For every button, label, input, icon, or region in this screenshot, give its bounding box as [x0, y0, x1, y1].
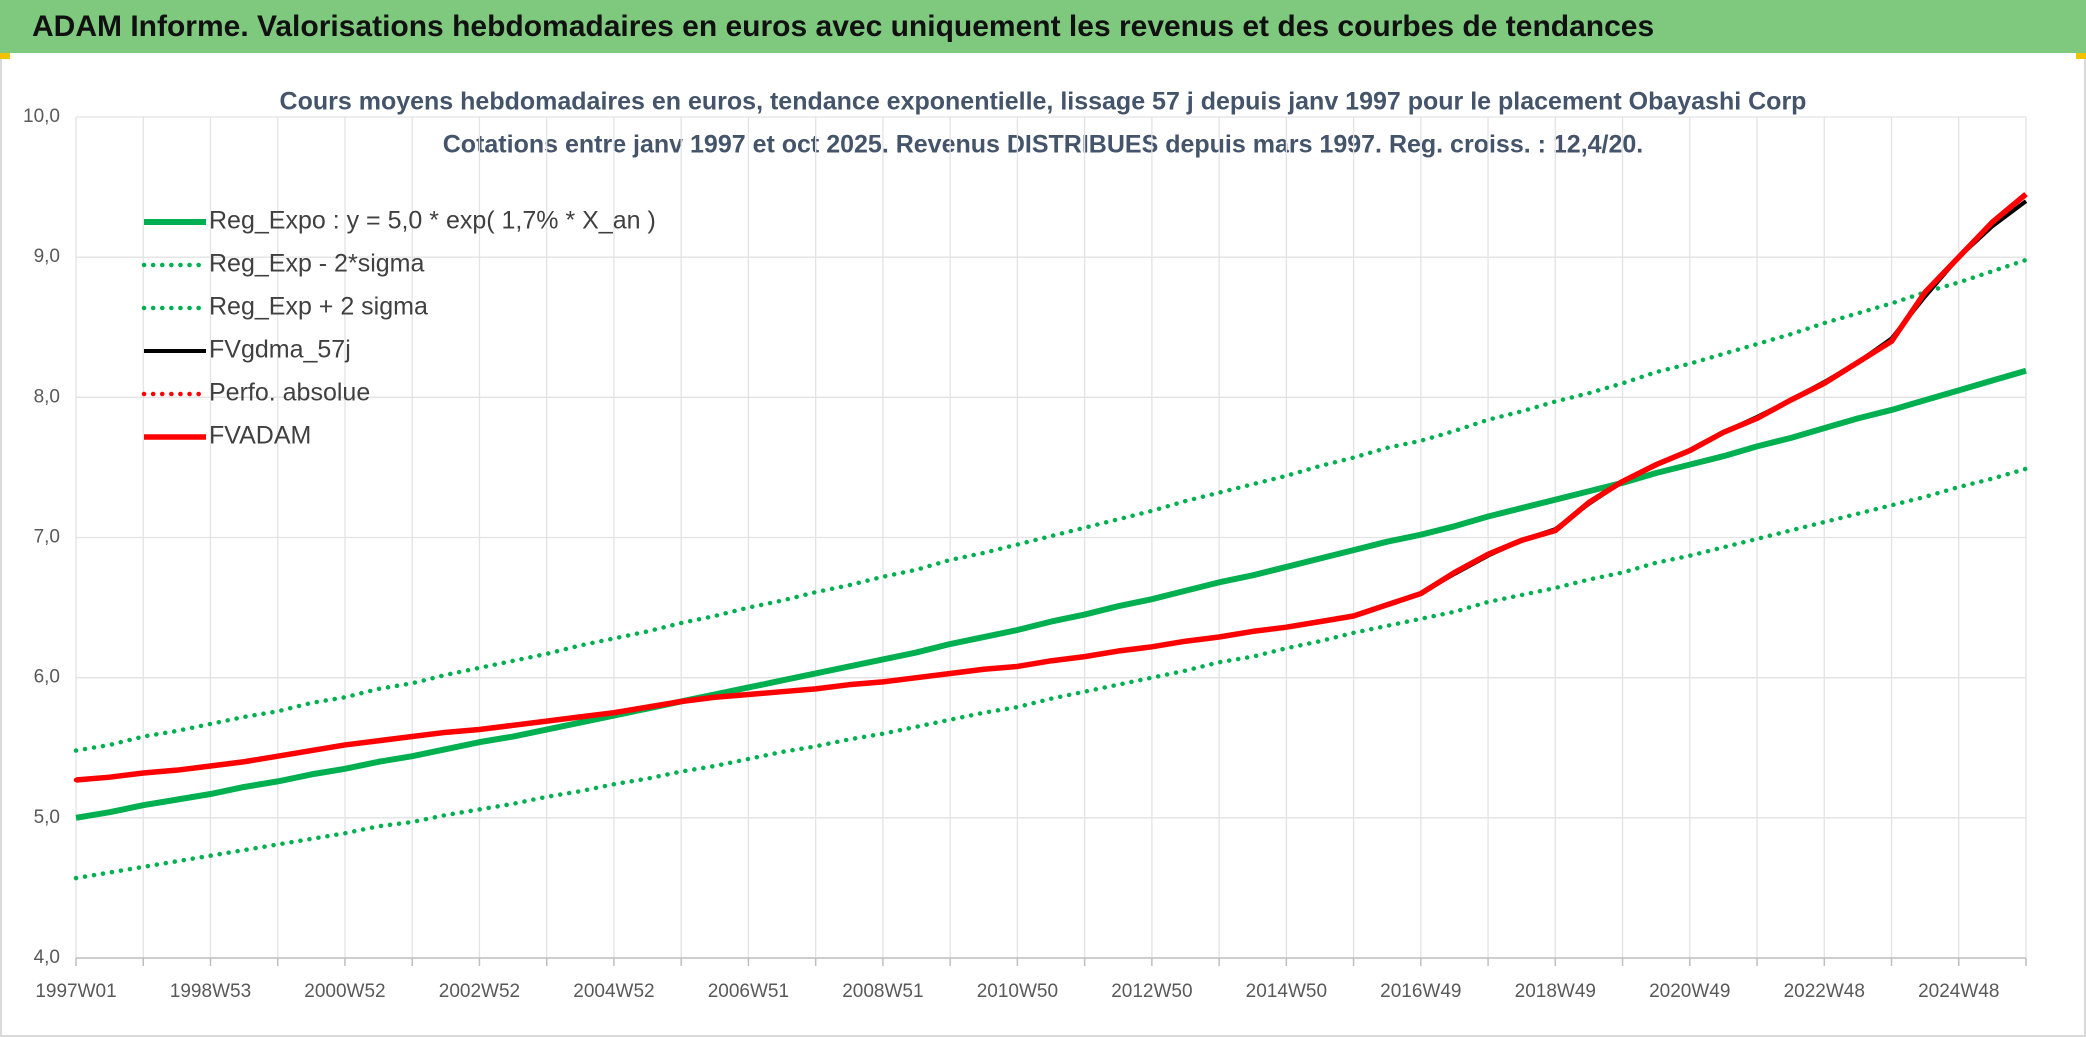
x-tick-label: 2012W50 [1111, 981, 1192, 1002]
series-line [75, 367, 2027, 821]
series-line [75, 191, 2028, 783]
legend-label: Reg_Exp - 2*sigma [209, 250, 424, 278]
header-title: ADAM Informe. Valorisations hebdomadaire… [32, 10, 1654, 43]
series-line [73, 466, 2029, 881]
y-tick-label: 4,0 [34, 947, 60, 968]
x-tick-label: 2024W48 [1918, 981, 1999, 1002]
x-tick-label: 2018W49 [1515, 981, 1596, 1002]
legend-label: Reg_Exp + 2 sigma [209, 293, 428, 321]
x-tick-label: 2000W52 [304, 981, 385, 1002]
y-tick-label: 5,0 [34, 807, 60, 828]
chart-subtitle: Cotations entre janv 1997 et oct 2025. R… [443, 131, 1644, 159]
y-tick-label: 8,0 [34, 386, 60, 407]
x-tick-label: 2022W48 [1784, 981, 1865, 1002]
x-tick-label: 2004W52 [573, 981, 654, 1002]
legend-label: FVADAM [209, 422, 311, 450]
x-tick-label: 2014W50 [1246, 981, 1327, 1002]
y-tick-label: 6,0 [34, 667, 60, 688]
legend-label: Perfo. absolue [209, 379, 370, 407]
corner-mark [2076, 53, 2086, 59]
chart-title: Cours moyens hebdomadaires en euros, ten… [280, 88, 1807, 116]
x-tick-label: 2002W52 [439, 981, 520, 1002]
legend-label: Reg_Expo : y = 5,0 * exp( 1,7% * X_an ) [209, 207, 656, 235]
x-tick-label: 2010W50 [977, 981, 1058, 1002]
series-line [73, 257, 2029, 753]
header-bar [0, 0, 2086, 53]
x-tick-label: 1998W53 [170, 981, 251, 1002]
x-tick-label: 2006W51 [708, 981, 789, 1002]
x-tick-label: 2008W51 [842, 981, 923, 1002]
y-tick-label: 10,0 [23, 106, 60, 127]
x-tick-label: 2020W49 [1649, 981, 1730, 1002]
corner-mark [0, 53, 10, 59]
y-tick-label: 9,0 [34, 246, 60, 267]
y-tick-label: 7,0 [34, 527, 60, 548]
x-tick-label: 1997W01 [35, 981, 116, 1002]
legend-label: FVgdma_57j [209, 336, 351, 364]
x-tick-label: 2016W49 [1380, 981, 1461, 1002]
